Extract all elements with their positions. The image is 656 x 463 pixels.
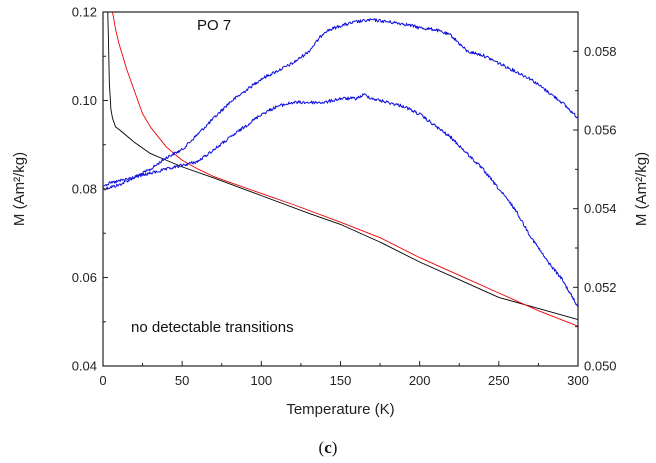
x-tick-label: 50 (175, 373, 189, 388)
y-right-tick-label: 0.052 (584, 280, 617, 295)
plot-frame (102, 11, 579, 367)
x-tick-label: 0 (99, 373, 106, 388)
y-left-tick-label: 0.06 (72, 270, 97, 285)
x-tick-label: 250 (488, 373, 510, 388)
ticks-layer: 0 50 100 150 200 250 300 0.04 0.06 0.08 0.10 0.12 0.… (72, 5, 617, 389)
series-line-3 (102, 18, 579, 191)
caption-open: ( (319, 438, 325, 457)
caption-letter: c (324, 438, 332, 457)
y-left-tick-label: 0.12 (72, 5, 97, 20)
x-tick-label: 200 (409, 373, 431, 388)
y-right-tick-label: 0.056 (584, 123, 617, 138)
y-left-tick-label: 0.04 (72, 359, 97, 374)
x-tick-label: 300 (567, 373, 589, 388)
y-axis-right-title: M (Am²/kg) (633, 152, 650, 226)
series-line-2 (112, 11, 579, 327)
x-axis-title: Temperature (K) (286, 401, 394, 418)
x-tick-label: 100 (250, 373, 272, 388)
series-line-1 (107, 11, 579, 320)
y-axis-left-title: M (Am²/kg) (11, 152, 28, 226)
y-right-tick-label: 0.050 (584, 359, 617, 374)
caption-close: ) (332, 438, 338, 457)
y-left-tick-label: 0.10 (72, 93, 97, 108)
series-layer (102, 11, 579, 327)
figure-caption: (c) (319, 438, 338, 457)
y-left-tick-label: 0.08 (72, 182, 97, 197)
annotation-text: no detectable transitions (131, 319, 294, 336)
y-right-tick-label: 0.054 (584, 201, 617, 216)
x-tick-label: 150 (330, 373, 352, 388)
chart-title: PO 7 (197, 17, 231, 34)
y-right-tick-label: 0.058 (584, 44, 617, 59)
series-line-4 (102, 93, 579, 308)
